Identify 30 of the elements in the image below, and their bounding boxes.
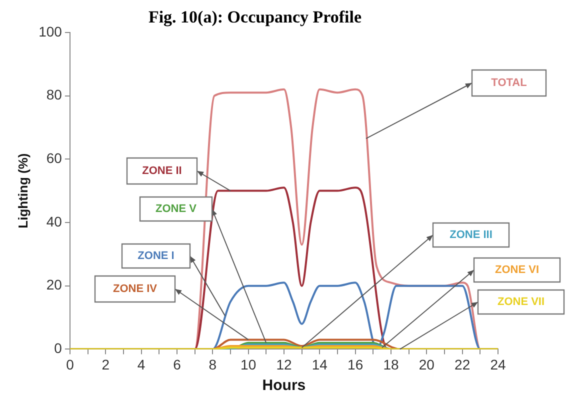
x-tick-label: 12: [276, 356, 292, 372]
text: ZONE V: [156, 203, 198, 216]
y-tick-label: 20: [46, 276, 62, 293]
y-axis-title: Lighting (%): [15, 153, 30, 228]
x-tick-label: 18: [383, 356, 399, 372]
x-tick-label: 20: [418, 356, 435, 372]
x-tick-label: 22: [454, 356, 470, 372]
x-tick-label: 6: [173, 356, 182, 372]
x-tick-label: 2: [102, 356, 110, 372]
chart-title: Fig. 10(a): Occupancy Profile: [148, 8, 362, 27]
x-tick-label: 16: [348, 356, 364, 372]
y-tick-label: 40: [46, 213, 62, 230]
text: ZONE III: [450, 229, 492, 242]
x-tick-label: 10: [240, 356, 256, 372]
x-tick-label: 0: [66, 356, 74, 372]
text: TOTAL: [491, 77, 528, 90]
text: ZONE IV: [112, 283, 158, 296]
text: ZONE I: [138, 250, 174, 262]
text: ZONE II: [142, 165, 182, 178]
y-tick-label: 80: [46, 86, 62, 103]
x-tick-label: 24: [490, 356, 506, 372]
text: ZONE VI: [494, 264, 540, 276]
x-axis-title: Hours: [262, 377, 306, 394]
x-tick-label: 14: [312, 356, 328, 372]
x-tick-label: 8: [208, 356, 217, 372]
y-tick-label: 100: [38, 23, 62, 40]
x-tick-label: 4: [137, 356, 146, 372]
y-tick-label: 0: [54, 340, 62, 356]
y-tick-label: 60: [46, 150, 62, 166]
text: ZONE VII: [497, 296, 545, 308]
